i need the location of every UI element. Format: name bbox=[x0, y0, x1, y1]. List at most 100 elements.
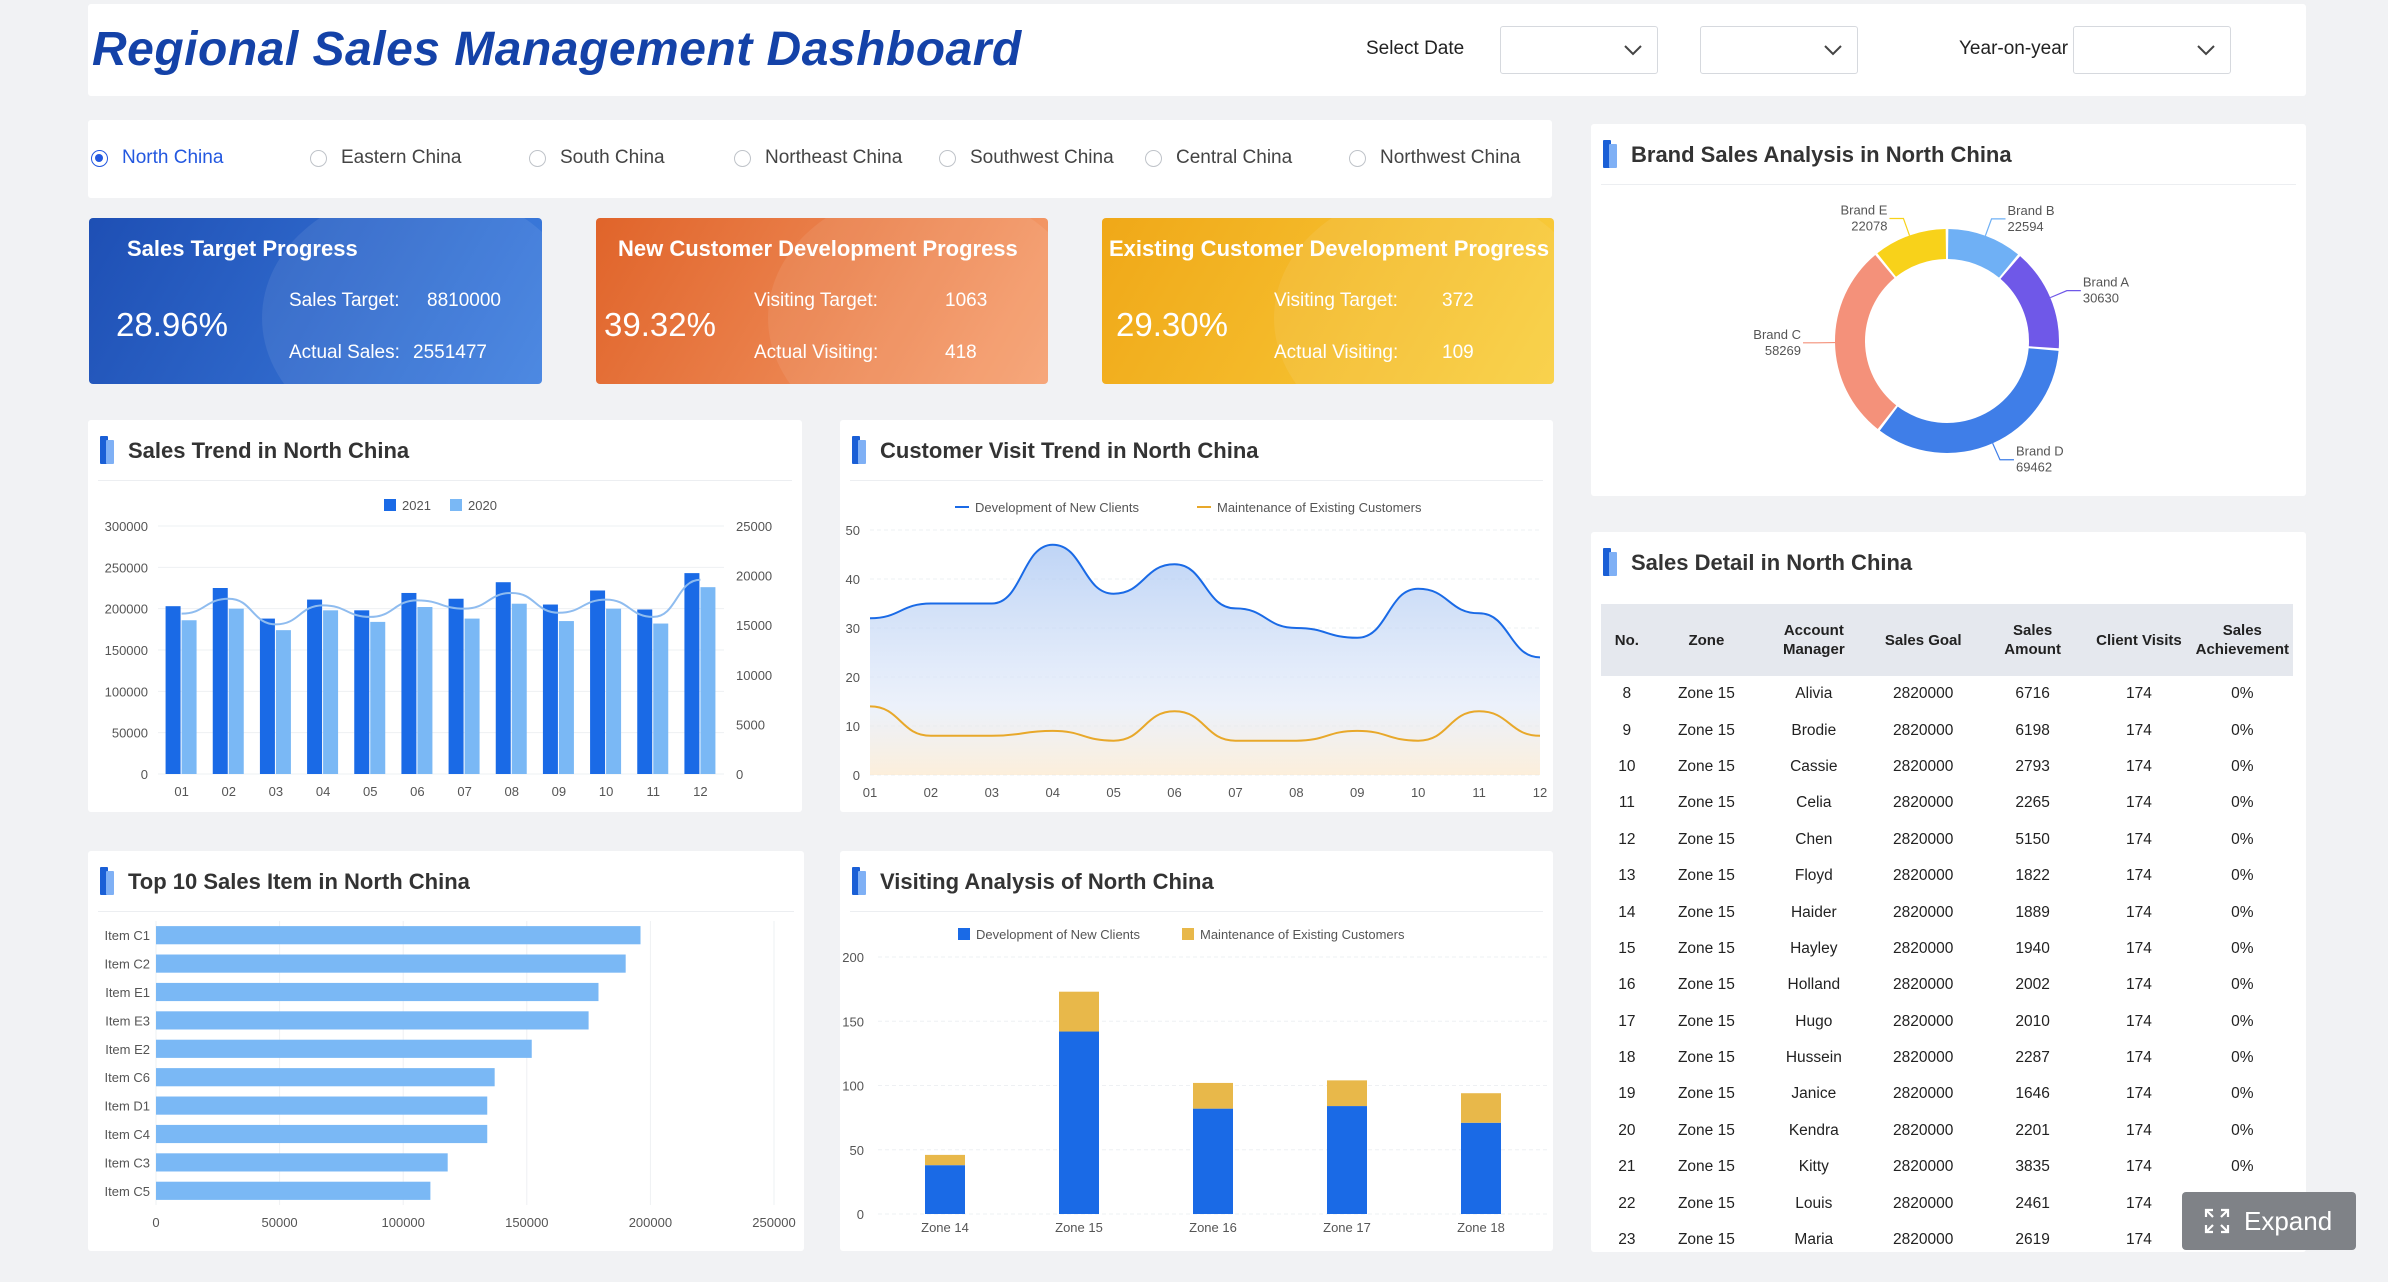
kpi-percent: 39.32% bbox=[604, 306, 716, 343]
region-central-china[interactable]: Central China bbox=[1145, 138, 1292, 178]
pie-label: Brand B bbox=[2008, 203, 2055, 218]
table-row[interactable]: 20 Zone 15 Kendra 2820000 2201 174 0% bbox=[1601, 1113, 2293, 1149]
column-header[interactable]: Zone bbox=[1652, 604, 1761, 676]
kpi-title: Existing Customer Development Progress bbox=[1109, 236, 1550, 261]
expand-button[interactable]: Expand bbox=[2182, 1192, 2356, 1250]
expand-icon bbox=[2204, 1208, 2230, 1234]
stacked-bar-Maintenance of Existing Customers bbox=[925, 1154, 965, 1166]
top10-bar-chart: 0 50000 100000 150000 200000 250000 Item C1 Ite… bbox=[104, 921, 796, 1230]
column-header[interactable]: No. bbox=[1601, 604, 1653, 676]
chart-icon bbox=[100, 865, 114, 895]
x-tick-label: 11 bbox=[647, 784, 661, 799]
bar-2020 bbox=[606, 608, 622, 774]
yoy-select[interactable] bbox=[2073, 26, 2231, 74]
sales-detail-table-wrap[interactable]: No. Zone Account Manager Sales Goal Sales Am… bbox=[1601, 604, 2293, 1244]
table-cell: 174 bbox=[2126, 757, 2152, 775]
x-tick-label: 06 bbox=[1167, 785, 1181, 800]
table-cell: 174 bbox=[2126, 685, 2152, 703]
column-header[interactable]: Sales Achievement bbox=[2191, 604, 2293, 676]
region-south-china[interactable]: South China bbox=[529, 138, 665, 178]
table-cell: 2820000 bbox=[1893, 939, 1954, 957]
kpi-line1-value: 1063 bbox=[945, 290, 988, 311]
y-tick-label: 200 bbox=[842, 950, 864, 965]
table-cell: 174 bbox=[2126, 794, 2152, 812]
table-cell: 17 bbox=[1618, 1012, 1636, 1030]
table-row[interactable]: 18 Zone 15 Hussein 2820000 2287 174 0% bbox=[1601, 1040, 2293, 1076]
region-label: Central China bbox=[1176, 147, 1293, 168]
kpi-title: Sales Target Progress bbox=[127, 236, 358, 261]
region-northeast-china[interactable]: Northeast China bbox=[734, 138, 902, 178]
y-tick-label: Item D1 bbox=[104, 1099, 150, 1114]
y-tick-label: 0 bbox=[857, 1207, 864, 1222]
table-row[interactable]: 10 Zone 15 Cassie 2820000 2793 174 0% bbox=[1601, 749, 2293, 785]
table-row[interactable]: 19 Zone 15 Janice 2820000 1646 174 0% bbox=[1601, 1076, 2293, 1112]
x-tick-label: Zone 15 bbox=[1055, 1220, 1103, 1235]
table-cell: 174 bbox=[2126, 976, 2152, 994]
x-tick-label: 10 bbox=[1411, 785, 1425, 800]
hbar-Item D1 bbox=[156, 1096, 488, 1115]
table-cell: 2820000 bbox=[1893, 830, 1954, 848]
table-row[interactable]: 9 Zone 15 Brodie 2820000 6198 174 0% bbox=[1601, 712, 2293, 748]
table-row[interactable]: 11 Zone 15 Celia 2820000 2265 174 0% bbox=[1601, 785, 2293, 821]
region-label: Northwest China bbox=[1380, 147, 1521, 168]
region-northwest-china[interactable]: Northwest China bbox=[1349, 138, 1520, 178]
stacked-bar-Maintenance of Existing Customers bbox=[1461, 1093, 1501, 1123]
brand-sales-panel: Brand Sales Analysis in North China Bran… bbox=[1591, 124, 2306, 496]
expand-label: Expand bbox=[2244, 1205, 2333, 1236]
y-tick-label: 200000 bbox=[105, 602, 148, 617]
table-cell: Zone 15 bbox=[1677, 903, 1735, 921]
table-cell: 1940 bbox=[2015, 939, 2050, 957]
trend-line bbox=[181, 578, 701, 626]
table-row[interactable]: 15 Zone 15 Hayley 2820000 1940 174 0% bbox=[1601, 931, 2293, 967]
column-header[interactable]: Client Visits bbox=[2086, 604, 2192, 676]
table-cell: Zone 15 bbox=[1677, 1231, 1735, 1244]
table-cell: 2461 bbox=[2015, 1194, 2050, 1212]
table-cell: 0% bbox=[2231, 1085, 2254, 1103]
stacked-bar-Maintenance of Existing Customers bbox=[1059, 991, 1099, 1032]
bar-2020 bbox=[464, 618, 480, 774]
region-north-china[interactable]: North China bbox=[91, 138, 223, 178]
kpi-percent: 29.30% bbox=[1116, 306, 1228, 343]
date-select-end[interactable] bbox=[1700, 26, 1858, 74]
bar-2020 bbox=[700, 587, 716, 774]
x-tick-label: 04 bbox=[316, 784, 330, 799]
table-row[interactable]: 13 Zone 15 Floyd 2820000 1822 174 0% bbox=[1601, 858, 2293, 894]
date-select-start[interactable] bbox=[1500, 26, 1658, 74]
x-tick-label: 09 bbox=[552, 784, 566, 799]
column-header[interactable]: Sales Goal bbox=[1867, 604, 1979, 676]
region-eastern-china[interactable]: Eastern China bbox=[310, 138, 461, 178]
x-tick-label: 02 bbox=[924, 785, 938, 800]
bar-2021 bbox=[165, 606, 181, 774]
table-cell: 174 bbox=[2126, 1194, 2152, 1212]
y-tick-label: Item C5 bbox=[104, 1184, 150, 1199]
table-row[interactable]: 21 Zone 15 Kitty 2820000 3835 174 0% bbox=[1601, 1149, 2293, 1185]
table-cell: 10 bbox=[1618, 757, 1636, 775]
table-cell: 2820000 bbox=[1893, 794, 1954, 812]
table-row[interactable]: 14 Zone 15 Haider 2820000 1889 174 0% bbox=[1601, 894, 2293, 930]
kpi-decoration bbox=[768, 218, 1048, 384]
table-row[interactable]: 12 Zone 15 Chen 2820000 5150 174 0% bbox=[1601, 822, 2293, 858]
legend-label: Maintenance of Existing Customers bbox=[1200, 927, 1405, 942]
x-tick-label: 06 bbox=[410, 784, 424, 799]
x-tick-label: 01 bbox=[863, 785, 877, 800]
chevron-down-icon bbox=[1824, 45, 1842, 56]
hbar-Item C3 bbox=[156, 1153, 448, 1172]
x-tick-label: 07 bbox=[457, 784, 471, 799]
panel-title: Sales Detail in North China bbox=[1631, 550, 1913, 575]
table-cell: 174 bbox=[2126, 1231, 2152, 1244]
column-header[interactable]: Account Manager bbox=[1760, 604, 1868, 676]
x-tick-label: 150000 bbox=[505, 1215, 548, 1230]
table-row[interactable]: 8 Zone 15 Alivia 2820000 6716 174 0% bbox=[1601, 676, 2293, 712]
table-cell: Zone 15 bbox=[1677, 1158, 1735, 1176]
table-cell: 2287 bbox=[2015, 1049, 2050, 1067]
table-row[interactable]: 16 Zone 15 Holland 2820000 2002 174 0% bbox=[1601, 967, 2293, 1003]
series-line-Maintenance of Existing Customers bbox=[869, 705, 1541, 742]
bar-2020 bbox=[370, 621, 386, 774]
region-southwest-china[interactable]: Southwest China bbox=[939, 138, 1114, 178]
x-tick-label: Zone 17 bbox=[1323, 1220, 1371, 1235]
x-tick-label: 03 bbox=[985, 785, 999, 800]
y2-tick-label: 0 bbox=[736, 767, 743, 782]
table-row[interactable]: 17 Zone 15 Hugo 2820000 2010 174 0% bbox=[1601, 1004, 2293, 1040]
column-header[interactable]: Sales Amount bbox=[1978, 604, 2087, 676]
